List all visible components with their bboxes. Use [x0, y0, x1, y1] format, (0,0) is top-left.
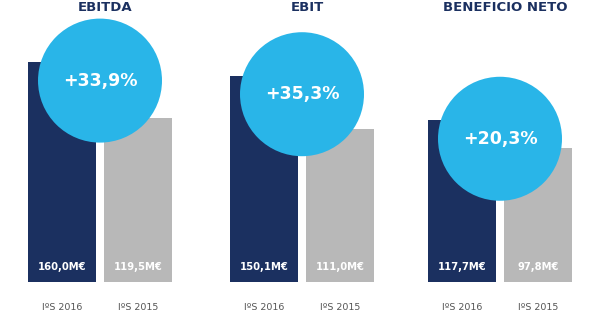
Ellipse shape [240, 32, 364, 156]
Bar [230, 75, 298, 282]
Text: BENEFICIO NETO: BENEFICIO NETO [443, 1, 567, 14]
Bar [306, 129, 374, 282]
Text: 117,7M€: 117,7M€ [437, 262, 486, 272]
Text: 160,0M€: 160,0M€ [38, 262, 87, 272]
Text: 111,0M€: 111,0M€ [315, 262, 364, 272]
Text: 150,1M€: 150,1M€ [240, 262, 289, 272]
Bar [504, 147, 572, 282]
Text: +20,3%: +20,3% [463, 130, 537, 148]
Bar [428, 120, 496, 282]
Text: EBIT: EBIT [290, 1, 324, 14]
Text: 119,5M€: 119,5M€ [114, 262, 162, 272]
Text: IºS 2015: IºS 2015 [118, 303, 158, 312]
Text: +35,3%: +35,3% [265, 85, 339, 103]
Text: 97,8M€: 97,8M€ [517, 262, 559, 272]
Ellipse shape [38, 18, 162, 143]
Bar [104, 118, 172, 282]
Text: EBITDA: EBITDA [77, 1, 132, 14]
Ellipse shape [438, 77, 562, 201]
Text: IºS 2016: IºS 2016 [244, 303, 284, 312]
Bar [28, 62, 96, 282]
Text: IºS 2016: IºS 2016 [442, 303, 482, 312]
Text: +33,9%: +33,9% [63, 72, 137, 90]
Text: IºS 2015: IºS 2015 [320, 303, 360, 312]
Text: IºS 2016: IºS 2016 [42, 303, 82, 312]
Text: IºS 2015: IºS 2015 [518, 303, 558, 312]
